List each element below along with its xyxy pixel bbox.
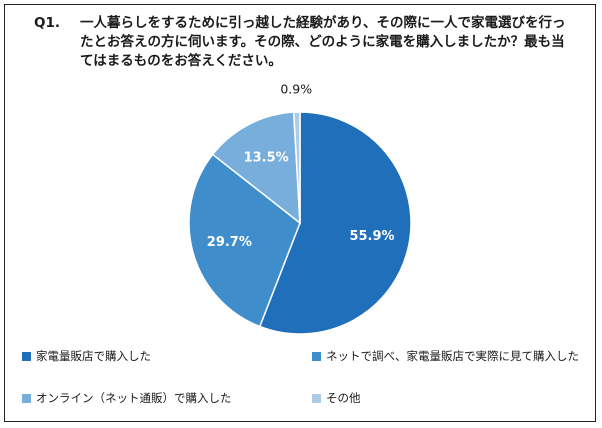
pie-slice-online [211, 111, 301, 225]
question-number: Q1. [34, 15, 60, 31]
pie-label-research-then-store: 29.7% [207, 235, 252, 250]
legend-label-in-store: 家電量販店で購入した [36, 349, 151, 363]
pie-label-in-store: 55.9% [349, 229, 394, 244]
legend-swatch-online [22, 393, 31, 403]
pie-slice-other [292, 111, 301, 224]
pie-label-other: 0.9% [280, 82, 312, 97]
pie-slice-in-store [258, 111, 412, 335]
legend-label-online: オンライン（ネット通販）で購入した [36, 391, 232, 405]
legend-item-in-store: 家電量販店で購入した [22, 348, 151, 364]
legend-swatch-in-store [22, 351, 31, 361]
legend-item-online: オンライン（ネット通販）で購入した [22, 390, 232, 406]
legend-item-research-then-store: ネットで調べ、家電量販店で実際に見て購入した [312, 348, 579, 364]
legend-item-other: その他 [312, 390, 361, 406]
legend-label-other: その他 [326, 391, 361, 405]
pie-slice-research-then-store [188, 153, 301, 328]
pie-label-online: 13.5% [244, 151, 289, 166]
legend-swatch-research-then-store [312, 351, 321, 361]
legend-swatch-other [312, 393, 321, 403]
question-text: 一人暮らしをするために引っ越した経験があり、その際に一人で家電選びを行ったとお答… [80, 15, 566, 69]
chart-title: Q1. 一人暮らしをするために引っ越した経験があり、その際に一人で家電選びを行っ… [34, 14, 574, 71]
legend-label-research-then-store: ネットで調べ、家電量販店で実際に見て購入した [326, 349, 579, 363]
